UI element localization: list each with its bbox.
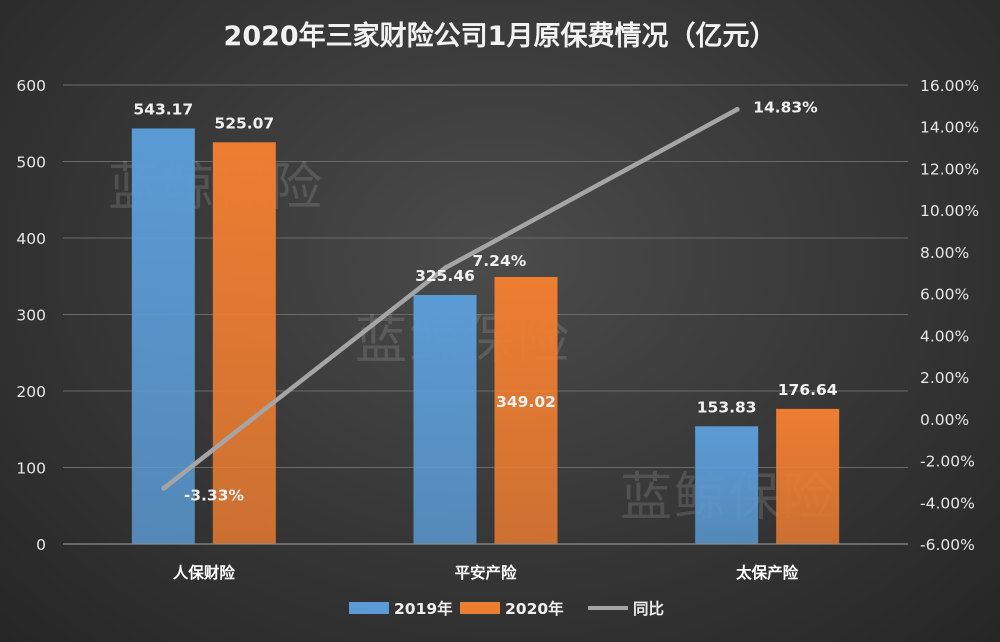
y-right-tick-label: 0.00% [920,411,969,429]
gridlines [63,84,908,545]
legend-label: 同比 [633,600,664,618]
y-left-tick-label: 400 [16,230,46,248]
y-left-tick-label: 100 [16,460,46,478]
bar-2020-2 [776,408,840,544]
yoy-point [734,106,740,112]
y-right-tick-label: -2.00% [920,453,975,471]
bar-value-label: 325.46 [415,267,475,285]
y-right-tick-label: 4.00% [920,327,969,345]
bar-value-label: 525.07 [214,114,274,132]
y-right-tick-label: 10.00% [920,202,979,220]
yoy-value-label: 14.83% [753,98,818,116]
yoy-line [161,106,740,491]
legend-label: 2020年 [505,599,564,618]
y-right-tick-label: -4.00% [920,494,975,512]
y-right-tick-label: 12.00% [920,160,979,178]
bar-value-label: 349.02 [496,393,556,411]
y-right-tick-label: 14.00% [920,119,979,137]
y-right-tick-label: -6.00% [920,536,975,554]
bar-value-label: 153.83 [697,398,757,416]
axes: 0 100 200 300 400 500 600 -6.00% -4.00% -2.00% 0.0… [16,77,979,582]
legend-swatch [460,602,500,614]
bar-2020-1 [494,276,558,544]
legend-label: 2019年 [394,599,453,618]
bar-2019-1 [413,295,477,544]
chart-title: 2020年三家财险公司1月原保费情况（亿元） [224,20,777,52]
legend: 2019年 2020年 同比 [349,599,664,618]
bar-2019-0 [131,128,195,544]
x-category-label: 太保产险 [736,563,799,582]
bars [131,128,840,544]
yoy-point [161,485,167,491]
y-left-tick-label: 200 [16,383,46,401]
y-left-tick-label: 0 [36,536,46,554]
x-category-label: 平安产险 [454,563,517,582]
y-right-tick-label: 6.00% [920,286,969,304]
bar-2020-0 [212,142,276,544]
bar-value-label: 543.17 [133,100,193,118]
y-right-tick-label: 8.00% [920,244,969,262]
y-left-tick-label: 300 [16,307,46,325]
y-left-tick-label: 600 [16,77,46,95]
data-labels: 543.17 325.46 153.83 525.07 349.02 176.64 -3.3… [133,98,837,504]
x-category-label: 人保财险 [173,563,236,582]
yoy-value-label: 7.24% [473,252,527,270]
y-right-tick-label: 16.00% [920,77,979,95]
yoy-point [443,265,448,271]
y-right-tick-label: 2.00% [920,369,969,387]
yoy-value-label: -3.33% [184,486,245,504]
y-left-tick-label: 500 [16,154,46,172]
legend-swatch [349,602,389,614]
bar-2019-2 [695,426,759,544]
bar-value-label: 176.64 [778,381,838,399]
